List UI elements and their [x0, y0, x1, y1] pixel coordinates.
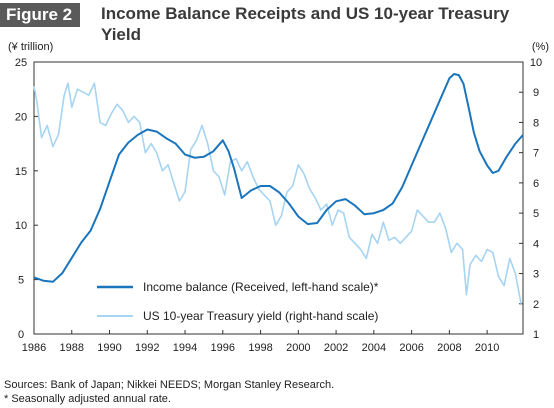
x-axis-tick-label: 1986: [22, 342, 46, 354]
chart-title: Income Balance Receipts and US 10-year T…: [101, 4, 510, 44]
left-axis-tick-label: 20: [15, 111, 27, 123]
x-axis-tick-label: 1988: [60, 342, 84, 354]
legend-income-label: Income balance (Received, left-hand scal…: [143, 280, 379, 294]
right-axis-tick-label: 1: [533, 329, 539, 341]
legend-yield-label: US 10-year Treasury yield (right-hand sc…: [143, 309, 378, 323]
x-axis-tick-label: 2000: [286, 342, 310, 354]
x-axis-tick-label: 2010: [475, 342, 499, 354]
footnote: * Seasonally adjusted annual rate.: [4, 393, 171, 405]
left-axis-tick-label: 15: [15, 166, 27, 178]
x-axis-tick-label: 1992: [135, 342, 159, 354]
left-axis-unit: (¥ trillion): [8, 41, 53, 53]
right-axis-unit: (%): [532, 41, 549, 53]
x-axis-tick-label: 1990: [97, 342, 121, 354]
x-axis-tick-label: 1996: [211, 342, 235, 354]
figure-header: Figure 2 Income Balance Receipts and US …: [0, 0, 554, 48]
right-axis-tick-label: 10: [530, 57, 542, 69]
right-axis-tick-label: 2: [533, 299, 539, 311]
left-axis-tick-label: 10: [15, 220, 27, 232]
x-axis-tick-label: 2006: [399, 342, 423, 354]
income-balance-line: [33, 73, 524, 283]
treasury-yield-line: [33, 82, 522, 304]
right-axis-tick-label: 9: [533, 87, 539, 99]
figure-label: Figure 2: [0, 3, 81, 27]
plot-frame: [33, 61, 524, 335]
left-axis-tick-label: 5: [18, 275, 24, 287]
x-axis-tick-label: 2002: [324, 342, 348, 354]
sources-note: Sources: Bank of Japan; Nikkei NEEDS; Mo…: [4, 379, 335, 391]
left-axis-tick-label: 0: [18, 329, 24, 341]
x-axis-tick-label: 1994: [173, 342, 197, 354]
x-axis-tick-label: 1998: [248, 342, 272, 354]
x-axis-tick-label: 2004: [362, 342, 386, 354]
left-axis-tick-label: 25: [15, 57, 27, 69]
right-axis-tick-label: 3: [533, 269, 539, 281]
right-axis-tick-label: 7: [533, 148, 539, 160]
right-axis-tick-label: 5: [533, 208, 539, 220]
right-axis-tick-label: 4: [533, 238, 539, 250]
x-axis-tick-label: 2008: [437, 342, 461, 354]
right-axis-tick-label: 8: [533, 117, 539, 129]
right-axis-tick-label: 6: [533, 178, 539, 190]
